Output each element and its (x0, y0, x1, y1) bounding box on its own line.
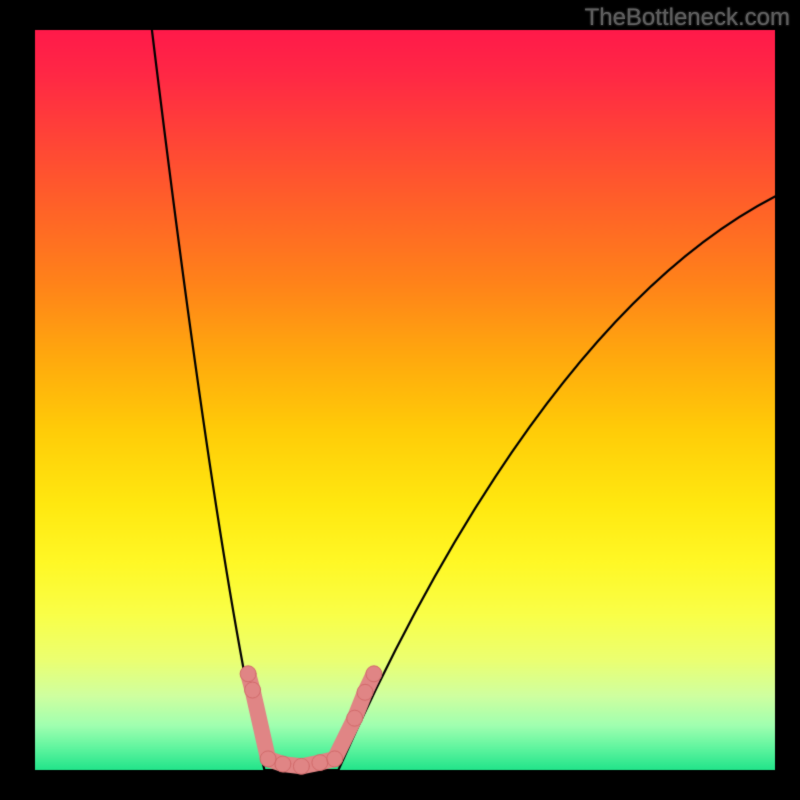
bottleneck-chart (0, 0, 800, 800)
watermark-text: TheBottleneck.com (585, 4, 790, 32)
